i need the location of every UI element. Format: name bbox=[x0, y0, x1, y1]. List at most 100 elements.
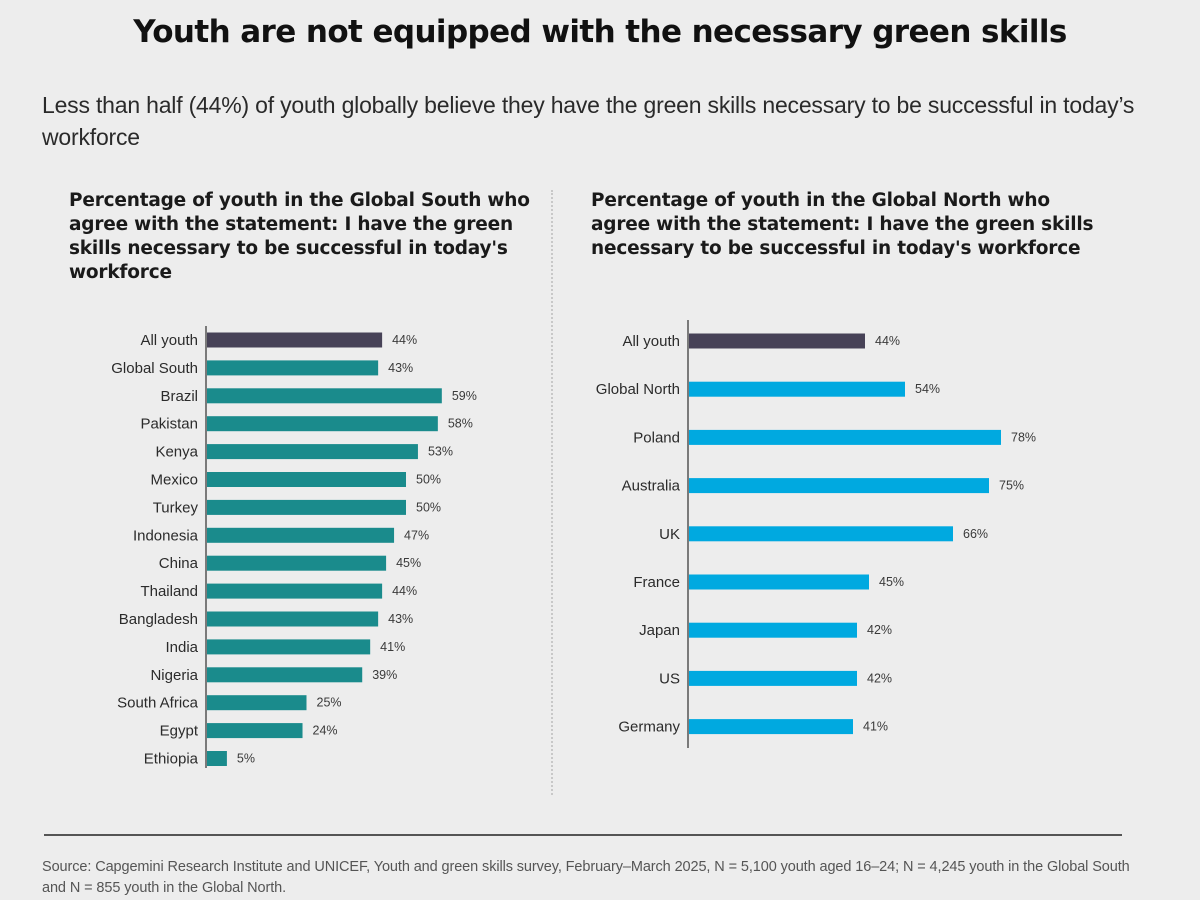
bar-all-youth bbox=[689, 333, 865, 349]
value-label: 41% bbox=[380, 640, 405, 654]
bar-india bbox=[207, 639, 371, 655]
category-label: Poland bbox=[633, 429, 680, 446]
value-label: 59% bbox=[452, 389, 477, 403]
category-label: Indonesia bbox=[133, 527, 199, 544]
value-label: 42% bbox=[867, 671, 892, 685]
south-bar-group-indonesia: Indonesia 47% bbox=[133, 527, 429, 544]
south-bar-group-india: India 41% bbox=[165, 639, 405, 656]
bar-egypt bbox=[207, 723, 303, 739]
south-bar-group-egypt: Egypt 24% bbox=[160, 723, 338, 740]
global-south-chart-title: Percentage of youth in the Global South … bbox=[69, 190, 530, 283]
subtitle: Less than half (44%) of youth globally b… bbox=[42, 92, 1135, 150]
category-label: Pakistan bbox=[140, 416, 198, 433]
value-label: 5% bbox=[237, 752, 255, 766]
north-bar-group-global-north: Global North 54% bbox=[596, 381, 940, 398]
south-bar-group-brazil: Brazil 59% bbox=[160, 388, 476, 405]
bar-ethiopia bbox=[207, 751, 227, 766]
value-label: 42% bbox=[867, 623, 892, 637]
bar-australia bbox=[689, 478, 989, 494]
value-label: 44% bbox=[392, 584, 417, 598]
bar-all-youth bbox=[207, 332, 383, 348]
source-note: Source: Capgemini Research Institute and… bbox=[42, 859, 1130, 896]
value-label: 45% bbox=[879, 575, 904, 589]
category-label: Germany bbox=[618, 719, 680, 736]
value-label: 41% bbox=[863, 720, 888, 734]
panel-divider bbox=[551, 190, 553, 795]
category-label: Thailand bbox=[140, 583, 198, 600]
value-label: 25% bbox=[317, 696, 342, 710]
category-label: Japan bbox=[639, 622, 680, 639]
value-label: 24% bbox=[313, 724, 338, 738]
value-label: 78% bbox=[1011, 430, 1036, 444]
bar-indonesia bbox=[207, 527, 395, 543]
category-label: Bangladesh bbox=[119, 611, 198, 628]
south-bar-group-nigeria: Nigeria 39% bbox=[150, 667, 397, 684]
category-label: France bbox=[633, 574, 680, 591]
category-label: South Africa bbox=[117, 695, 199, 712]
north-bar-group-uk: UK 66% bbox=[659, 526, 988, 543]
north-bar-group-japan: Japan 42% bbox=[639, 622, 892, 639]
value-label: 54% bbox=[915, 382, 940, 396]
south-bar-group-turkey: Turkey 50% bbox=[153, 499, 441, 516]
global-north-chart-title: Percentage of youth in the Global North … bbox=[591, 190, 1094, 259]
south-bar-group-mexico: Mexico 50% bbox=[150, 472, 441, 489]
category-label: Egypt bbox=[160, 723, 199, 740]
value-label: 53% bbox=[428, 445, 453, 459]
south-bar-group-bangladesh: Bangladesh 43% bbox=[119, 611, 413, 628]
south-bar-group-south-africa: South Africa 25% bbox=[117, 695, 341, 712]
bar-us bbox=[689, 670, 857, 686]
north-bar-group-germany: Germany 41% bbox=[618, 719, 888, 736]
value-label: 45% bbox=[396, 556, 421, 570]
north-bar-group-france: France 45% bbox=[633, 574, 904, 591]
value-label: 43% bbox=[388, 612, 413, 626]
bar-poland bbox=[689, 429, 1001, 445]
bar-global-north bbox=[689, 381, 905, 397]
category-label: All youth bbox=[140, 332, 198, 349]
category-label: Australia bbox=[622, 478, 681, 495]
south-bar-group-thailand: Thailand 44% bbox=[140, 583, 417, 600]
bar-south-africa bbox=[207, 695, 307, 711]
bar-germany bbox=[689, 719, 853, 735]
south-bar-group-global-south: Global South 43% bbox=[111, 360, 413, 377]
category-label: Turkey bbox=[153, 499, 199, 516]
value-label: 47% bbox=[404, 528, 429, 542]
south-bar-group-pakistan: Pakistan 58% bbox=[140, 416, 472, 433]
category-label: Ethiopia bbox=[144, 751, 199, 768]
bar-thailand bbox=[207, 583, 383, 599]
bar-global-south bbox=[207, 360, 379, 376]
value-label: 39% bbox=[372, 668, 397, 682]
category-label: Kenya bbox=[155, 444, 198, 461]
bar-turkey bbox=[207, 499, 406, 515]
category-label: Mexico bbox=[150, 472, 198, 489]
south-bar-group-all-youth: All youth 44% bbox=[140, 332, 417, 349]
footer-rule bbox=[44, 834, 1122, 836]
value-label: 43% bbox=[388, 361, 413, 375]
bar-pakistan bbox=[207, 416, 438, 432]
value-label: 66% bbox=[963, 527, 988, 541]
bar-france bbox=[689, 574, 869, 590]
category-label: UK bbox=[659, 526, 680, 543]
value-label: 44% bbox=[875, 334, 900, 348]
north-bar-group-poland: Poland 78% bbox=[633, 429, 1036, 446]
value-label: 58% bbox=[448, 417, 473, 431]
north-bar-group-australia: Australia 75% bbox=[622, 478, 1024, 495]
category-label: Brazil bbox=[160, 388, 198, 405]
page-title: Youth are not equipped with the necessar… bbox=[133, 14, 1067, 50]
category-label: Global North bbox=[596, 381, 680, 398]
value-label: 75% bbox=[999, 479, 1024, 493]
bar-brazil bbox=[207, 388, 442, 404]
bar-mexico bbox=[207, 472, 406, 487]
bar-nigeria bbox=[207, 667, 363, 683]
category-label: India bbox=[165, 639, 198, 656]
category-label: All youth bbox=[622, 333, 680, 350]
value-label: 50% bbox=[416, 500, 441, 514]
bar-china bbox=[207, 555, 387, 571]
south-bar-group-china: China 45% bbox=[159, 555, 421, 572]
north-bar-group-all-youth: All youth 44% bbox=[622, 333, 900, 350]
bar-bangladesh bbox=[207, 611, 379, 627]
bar-kenya bbox=[207, 444, 418, 460]
global-north-bar-chart: All youth 44% Global North 54% Poland 78% Aust… bbox=[596, 320, 1036, 748]
value-label: 50% bbox=[416, 473, 441, 487]
bar-uk bbox=[689, 526, 953, 542]
north-bar-group-us: US 42% bbox=[659, 670, 892, 687]
